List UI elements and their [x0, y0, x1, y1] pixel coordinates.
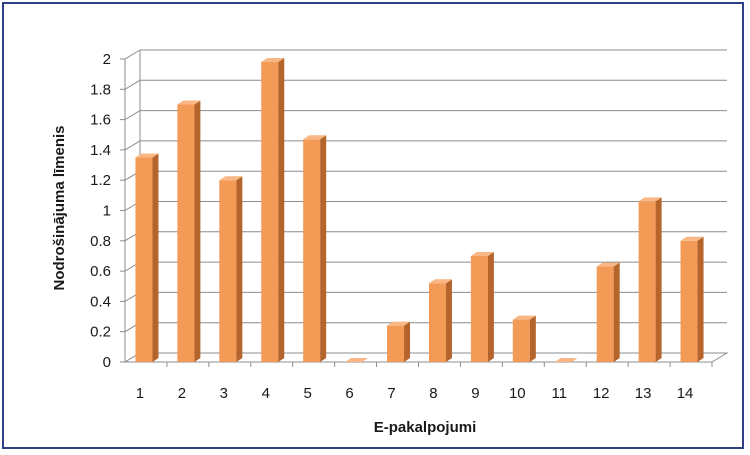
- bar: [219, 176, 243, 362]
- bar-top: [261, 58, 285, 63]
- bar-side: [445, 279, 452, 362]
- bar: [345, 358, 369, 362]
- x-tick-label: 13: [635, 385, 652, 402]
- x-tick-label: 1: [136, 385, 144, 402]
- y-tick-label: 1.2: [90, 172, 111, 189]
- bar-top: [596, 262, 620, 267]
- bar-front: [428, 283, 446, 362]
- gridline-side: [124, 110, 141, 121]
- bar: [638, 197, 662, 362]
- bar-side: [613, 262, 620, 362]
- bar: [470, 251, 494, 362]
- x-tick-label: 11: [551, 385, 567, 402]
- bar-side: [278, 58, 285, 362]
- bar-front: [177, 104, 195, 362]
- bar: [135, 153, 159, 362]
- bar-front: [470, 255, 488, 362]
- gridline-side: [124, 79, 141, 90]
- bar: [554, 358, 578, 362]
- bar: [261, 58, 285, 362]
- y-tick-label: 1.8: [90, 81, 111, 98]
- bar-top: [554, 358, 578, 362]
- y-tick-label: 0.4: [90, 293, 111, 310]
- bar: [177, 100, 201, 362]
- x-tick-label: 9: [471, 385, 479, 402]
- bar: [596, 262, 620, 362]
- y-tick-label: 2: [103, 51, 111, 68]
- x-tick-label: 6: [345, 385, 353, 402]
- bar-front: [596, 266, 614, 362]
- gridline-side: [124, 49, 141, 60]
- bar-top: [470, 251, 494, 256]
- bar-front: [512, 319, 530, 362]
- x-tick-label: 10: [509, 385, 526, 402]
- x-tick-label: 3: [220, 385, 228, 402]
- bar: [512, 315, 536, 362]
- bar-top: [303, 135, 327, 140]
- bar-side: [529, 315, 536, 362]
- y-tick-label: 1: [103, 203, 111, 220]
- bar-side: [655, 197, 662, 362]
- bar-top: [512, 315, 536, 320]
- bar-front: [387, 325, 405, 362]
- bar-top: [135, 153, 159, 158]
- bar-top: [219, 176, 243, 181]
- y-axis-title: Nodrošinājuma līmenis: [51, 125, 68, 290]
- bar-side: [236, 176, 243, 362]
- bar-front: [135, 157, 153, 362]
- bar-top: [177, 100, 201, 105]
- bar-side: [194, 100, 201, 362]
- x-axis-title: E-pakalpojumi: [374, 419, 477, 436]
- x-tick-label: 2: [178, 385, 186, 402]
- y-tick-label: 0.2: [90, 324, 111, 341]
- bar: [428, 279, 452, 362]
- y-tick-label: 0.8: [90, 233, 111, 250]
- bar-top: [387, 321, 411, 326]
- x-tick-label: 5: [304, 385, 312, 402]
- bar-front: [680, 240, 698, 362]
- floor: [123, 352, 729, 363]
- bar: [680, 236, 704, 362]
- bar-side: [487, 251, 494, 362]
- bar-top: [428, 279, 452, 284]
- y-tick-label: 0.6: [90, 263, 111, 280]
- bar-top: [345, 358, 369, 362]
- x-tick-label: 12: [593, 385, 610, 402]
- bar: [303, 135, 327, 362]
- bar-front: [638, 201, 656, 362]
- y-tick-label: 1.6: [90, 112, 111, 129]
- bar-front: [303, 139, 321, 362]
- x-tick-label: 14: [677, 385, 694, 402]
- bar: [387, 321, 411, 362]
- labels-layer: 00.20.40.60.811.21.41.61.821 2 3 4 5 6 7 8 9 10 11…: [90, 51, 693, 402]
- gridline-side: [124, 140, 141, 151]
- bar-front: [219, 180, 237, 362]
- bar-top: [680, 236, 704, 241]
- chart-frame: [2, 2, 744, 449]
- bar-front: [261, 62, 279, 362]
- bar-top: [638, 197, 662, 202]
- grid-layer: [120, 49, 729, 367]
- y-tick-label: 1.4: [90, 142, 111, 159]
- x-tick-label: 4: [262, 385, 270, 402]
- bar-side: [697, 236, 704, 362]
- x-tick-label: 7: [387, 385, 395, 402]
- bar-side: [320, 135, 327, 362]
- y-tick-label: 0: [103, 354, 111, 371]
- bar-side: [404, 321, 411, 362]
- x-tick-label: 8: [429, 385, 437, 402]
- bars-layer: [135, 58, 704, 362]
- bar-side: [152, 153, 159, 362]
